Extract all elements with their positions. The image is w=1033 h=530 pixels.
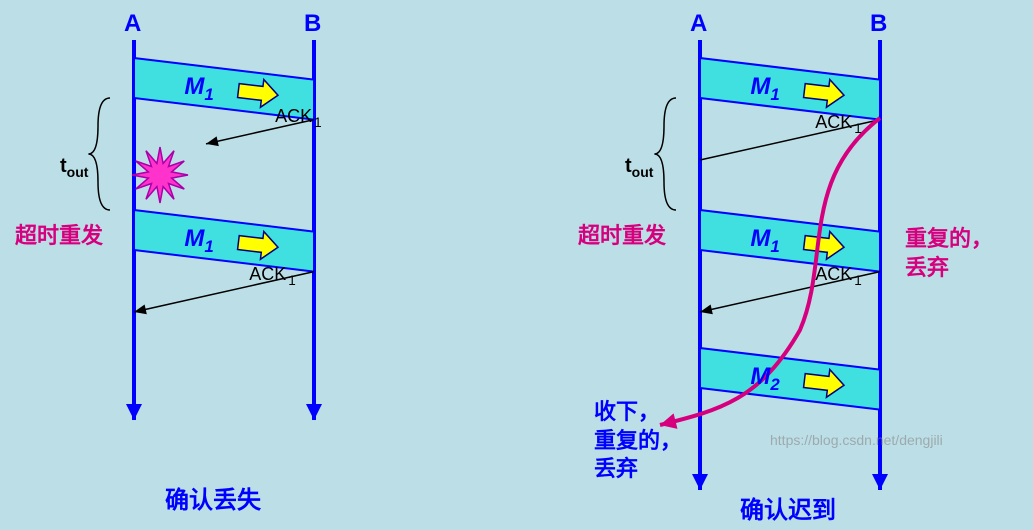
watermark: https://blog.csdn.net/dengjili [770,432,943,448]
message-label: M1 [750,225,779,257]
ack-label: ACK1 [815,112,862,136]
timeout-resend-label: 超时重发 [15,218,103,250]
tout-label: tout [60,155,88,180]
ack-label: ACK1 [249,264,296,288]
tout-label: tout [625,155,653,180]
ack-label: ACK1 [275,106,322,130]
message-label: M1 [184,73,213,105]
node-a-label: A [124,10,141,38]
receive-discard-label: 收下，重复的，丢弃 [594,398,682,484]
message-label: M2 [750,363,779,395]
message-label: M1 [184,225,213,257]
timeout-resend-label: 超时重发 [578,218,666,250]
diagram-canvas [0,0,1033,530]
node-b-label: B [870,10,887,38]
panel-caption: 确认丢失 [165,480,261,515]
ack-label: ACK1 [815,264,862,288]
node-b-label: B [304,10,321,38]
node-a-label: A [690,10,707,38]
panel-caption: 确认迟到 [740,490,836,525]
duplicate-discard-label: 重复的，丢弃 [905,225,993,282]
message-label: M1 [750,73,779,105]
